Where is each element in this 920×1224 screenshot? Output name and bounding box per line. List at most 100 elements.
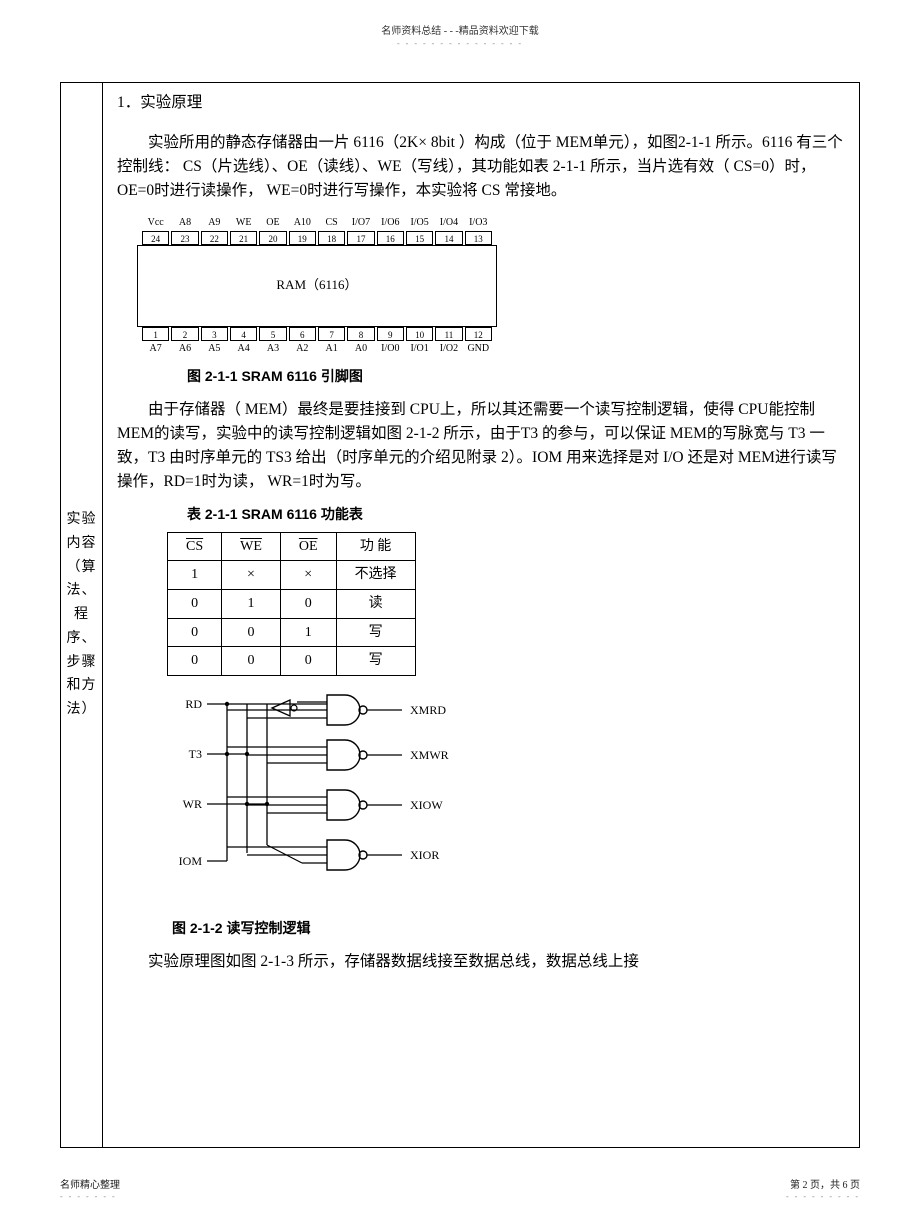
table-row: 1××不选择 [168, 561, 416, 590]
pin-label: A8 [170, 215, 199, 231]
page-footer: 名师精心整理 - - - - - - - 第 2 页，共 6 页 - - - -… [60, 1176, 860, 1202]
pin-number: 5 [259, 327, 286, 341]
table-cell: 1 [280, 618, 336, 647]
paragraph-2: 由于存储器（ MEM）最终是要挂接到 CPU上，所以其还需要一个读写控制逻辑，使… [117, 398, 845, 494]
pin-number: 22 [201, 231, 228, 245]
pin-label: I/O6 [376, 215, 405, 231]
pin-number: 4 [230, 327, 257, 341]
function-table: CS WE OE 功 能 1××不选择010读001写000写 [167, 532, 416, 676]
table-cell: 1 [168, 561, 222, 590]
pin-number: 7 [318, 327, 345, 341]
pin-number: 3 [201, 327, 228, 341]
table-cell: 0 [222, 647, 281, 676]
footer-right: 第 2 页，共 6 页 - - - - - - - - - [786, 1176, 860, 1202]
chip-body: RAM（6116） [137, 245, 497, 327]
pin-number: 23 [171, 231, 198, 245]
table-2-1-1-title: 表 2-1-1 SRAM 6116 功能表 [167, 504, 845, 526]
table-row: 010读 [168, 589, 416, 618]
content-body: 1．实验原理 实验所用的静态存储器由一片 6116（2K× 8bit ）构成（位… [103, 83, 860, 1148]
pin-label: I/O3 [464, 215, 493, 231]
chip-top-pins: 242322212019181716151413 [137, 231, 497, 245]
pin-number: 6 [289, 327, 316, 341]
logic-out-xmrd: XMRD [410, 703, 446, 717]
paragraph-1: 实验所用的静态存储器由一片 6116（2K× 8bit ）构成（位于 MEM单元… [117, 131, 845, 203]
logic-out-xmwr: XMWR [410, 748, 449, 762]
table-cell: × [280, 561, 336, 590]
pin-number: 15 [406, 231, 433, 245]
table-cell: 写 [336, 618, 415, 647]
pin-number: 9 [377, 327, 404, 341]
logic-in-wr: WR [183, 797, 202, 811]
pin-label: Vcc [141, 215, 170, 231]
table-cell: 0 [168, 618, 222, 647]
content-table: 实验内容（算法、程序、步骤和方法） 1．实验原理 实验所用的静态存储器由一片 6… [60, 82, 860, 1148]
logic-out-xiow: XIOW [410, 798, 443, 812]
pin-label: GND [464, 341, 493, 357]
chip-top-labels: VccA8A9WEOEA10CSI/O7I/O6I/O5I/O4I/O3 [137, 215, 497, 231]
footer-right-dashes: - - - - - - - - - [786, 1192, 860, 1201]
pin-label: A3 [258, 341, 287, 357]
header-dashes: - - - - - - - - - - - - - - - [0, 39, 920, 48]
th-oe: OE [280, 532, 336, 561]
pin-label: A5 [200, 341, 229, 357]
pin-number: 17 [347, 231, 374, 245]
logic-in-iom: IOM [179, 854, 203, 868]
pin-label: A4 [229, 341, 258, 357]
pin-number: 8 [347, 327, 374, 341]
pin-number: 16 [377, 231, 404, 245]
chip-bot-pins: 123456789101112 [137, 327, 497, 341]
table-row: 000写 [168, 647, 416, 676]
table-cell: 0 [222, 618, 281, 647]
pin-label: A0 [346, 341, 375, 357]
table-header-row: CS WE OE 功 能 [168, 532, 416, 561]
pin-label: A9 [200, 215, 229, 231]
section-title: 1．实验原理 [117, 91, 845, 115]
th-we: WE [222, 532, 281, 561]
logic-out-xior: XIOR [410, 848, 439, 862]
table-cell: × [222, 561, 281, 590]
header-text: 名师资料总结 - - -精品资料欢迎下载 [381, 26, 539, 37]
label-text: 实验内容（算法、程序、步骤和方法） [64, 508, 99, 722]
row-label: 实验内容（算法、程序、步骤和方法） [61, 83, 103, 1148]
figure-2-1-2-caption: 图 2-1-2 读写控制逻辑 [172, 918, 845, 940]
table-cell: 读 [336, 589, 415, 618]
logic-svg: RD T3 WR IOM [172, 690, 482, 900]
logic-diagram: RD T3 WR IOM [172, 690, 482, 908]
pin-number: 14 [435, 231, 462, 245]
pin-label: I/O5 [405, 215, 434, 231]
pin-number: 2 [171, 327, 198, 341]
pin-label: OE [258, 215, 287, 231]
footer-left-text: 名师精心整理 [60, 1180, 120, 1191]
pin-number: 11 [435, 327, 462, 341]
pin-number: 18 [318, 231, 345, 245]
pin-label: A2 [288, 341, 317, 357]
pin-label: CS [317, 215, 346, 231]
pin-number: 12 [465, 327, 492, 341]
footer-left-dashes: - - - - - - - [60, 1192, 117, 1201]
pin-number: 1 [142, 327, 169, 341]
pin-label: A7 [141, 341, 170, 357]
pin-label: WE [229, 215, 258, 231]
th-func: 功 能 [336, 532, 415, 561]
function-table-wrap: 表 2-1-1 SRAM 6116 功能表 CS WE OE 功 能 1××不选… [167, 504, 845, 676]
pin-label: I/O7 [346, 215, 375, 231]
pin-label: I/O4 [434, 215, 463, 231]
pin-number: 21 [230, 231, 257, 245]
chip-bot-labels: A7A6A5A4A3A2A1A0I/O0I/O1I/O2GND [137, 341, 497, 357]
pin-number: 19 [289, 231, 316, 245]
table-cell: 0 [168, 647, 222, 676]
paragraph-3: 实验原理图如图 2-1-3 所示，存储器数据线接至数据总线，数据总线上接 [117, 950, 845, 974]
pin-label: A6 [170, 341, 199, 357]
page-header: 名师资料总结 - - -精品资料欢迎下载 - - - - - - - - - -… [0, 22, 920, 48]
table-cell: 1 [222, 589, 281, 618]
pin-label: I/O2 [434, 341, 463, 357]
footer-left: 名师精心整理 - - - - - - - [60, 1176, 120, 1202]
pin-label: I/O0 [376, 341, 405, 357]
footer-right-text: 第 2 页，共 6 页 [790, 1180, 860, 1191]
chip-pinout-figure: VccA8A9WEOEA10CSI/O7I/O6I/O5I/O4I/O3 242… [137, 215, 497, 356]
table-cell: 写 [336, 647, 415, 676]
logic-in-t3: T3 [189, 747, 202, 761]
table-row: 001写 [168, 618, 416, 647]
table-cell: 不选择 [336, 561, 415, 590]
logic-in-rd: RD [185, 697, 202, 711]
